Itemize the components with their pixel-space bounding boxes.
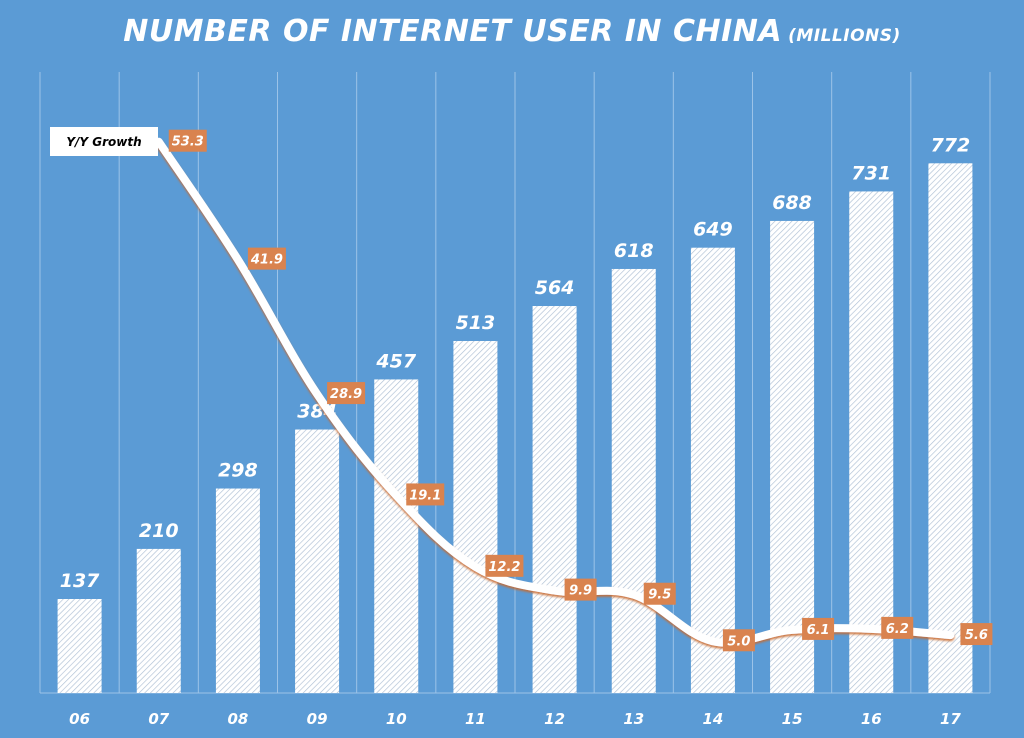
growth-label-box bbox=[168, 129, 207, 152]
legend: Y/Y Growth bbox=[50, 127, 158, 156]
legend-label: Y/Y Growth bbox=[66, 135, 141, 149]
bar-09 bbox=[295, 429, 340, 693]
bar-label-11: 513 bbox=[456, 312, 496, 334]
bar-16 bbox=[849, 191, 894, 693]
growth-label-text: 41.9 bbox=[250, 253, 283, 268]
legend-box bbox=[50, 127, 158, 156]
x-tick-11: 11 bbox=[465, 710, 486, 728]
x-tick-09: 09 bbox=[307, 710, 328, 728]
growth-label-text: 19.1 bbox=[409, 488, 441, 503]
x-tick-14: 14 bbox=[702, 710, 723, 728]
growth-label-box bbox=[643, 582, 676, 605]
bar-10 bbox=[374, 379, 419, 693]
bar-13 bbox=[611, 268, 656, 693]
x-tick-labels: 06 07 08 09 10 11 12 13 14 15 16 17 bbox=[69, 710, 961, 728]
bar-label-10: 457 bbox=[375, 350, 416, 372]
bar-label-16: 731 bbox=[851, 162, 891, 184]
growth-label-text: 9.9 bbox=[569, 584, 592, 599]
growth-label-text: 9.5 bbox=[648, 588, 671, 603]
bar-label-15: 688 bbox=[772, 192, 812, 214]
growth-label-15: 6.1 bbox=[802, 617, 835, 640]
x-tick-16: 16 bbox=[861, 710, 882, 728]
x-tick-17: 17 bbox=[940, 710, 961, 728]
bar-17 bbox=[928, 163, 973, 693]
growth-label-box bbox=[881, 616, 914, 639]
growth-line bbox=[154, 137, 955, 647]
x-tick-06: 06 bbox=[69, 710, 90, 728]
x-tick-10: 10 bbox=[386, 710, 407, 728]
bar-15 bbox=[770, 220, 815, 693]
chart-subtitle: (MILLIONS) bbox=[788, 26, 901, 46]
bar-label-08: 298 bbox=[218, 460, 258, 482]
x-tick-12: 12 bbox=[544, 710, 565, 728]
bar-08 bbox=[215, 488, 260, 693]
growth-label-box bbox=[960, 623, 993, 646]
growth-label-text: 28.9 bbox=[330, 387, 362, 402]
growth-label-13: 9.5 bbox=[643, 582, 676, 605]
growth-label-08: 41.9 bbox=[247, 247, 286, 270]
growth-label-text: 6.1 bbox=[807, 623, 830, 638]
growth-label-box bbox=[247, 247, 286, 270]
bar-14 bbox=[690, 247, 735, 693]
x-tick-08: 08 bbox=[227, 710, 248, 728]
x-tick-13: 13 bbox=[623, 710, 644, 728]
bar-label-12: 564 bbox=[535, 277, 575, 299]
growth-line-path bbox=[154, 137, 955, 647]
bar-12 bbox=[532, 306, 577, 693]
growth-label-12: 9.9 bbox=[564, 578, 597, 601]
bars bbox=[57, 163, 973, 693]
bar-label-13: 618 bbox=[614, 240, 654, 262]
chart-title: NUMBER OF INTERNET USER IN CHINA (MILLION… bbox=[0, 14, 1024, 49]
growth-label-box bbox=[485, 554, 524, 577]
growth-label-text: 5.6 bbox=[965, 628, 988, 643]
bar-label-07: 210 bbox=[139, 520, 179, 542]
growth-label-17: 5.6 bbox=[960, 623, 993, 646]
growth-label-07: 53.3 bbox=[168, 129, 207, 152]
growth-label-text: 5.0 bbox=[727, 634, 750, 649]
x-tick-07: 07 bbox=[148, 710, 169, 728]
bar-label-17: 772 bbox=[931, 134, 971, 156]
growth-label-box bbox=[564, 578, 597, 601]
growth-label-text: 53.3 bbox=[172, 135, 204, 150]
growth-labels: 53.3 41.9 28.9 19.1 12.2 9.9 9.5 5.0 6.1 6.2 5.6 bbox=[168, 129, 993, 652]
x-tick-15: 15 bbox=[782, 710, 803, 728]
growth-label-16: 6.2 bbox=[881, 616, 914, 639]
growth-label-10: 19.1 bbox=[406, 483, 445, 506]
growth-label-09: 28.9 bbox=[327, 382, 366, 405]
chart-title-text: NUMBER OF INTERNET USER IN CHINA bbox=[123, 14, 783, 49]
growth-label-11: 12.2 bbox=[485, 554, 524, 577]
bar-label-06: 137 bbox=[60, 570, 100, 592]
grid bbox=[39, 72, 991, 694]
growth-label-text: 6.2 bbox=[886, 622, 909, 637]
growth-label-box bbox=[802, 617, 835, 640]
growth-label-box bbox=[327, 382, 366, 405]
growth-label-14: 5.0 bbox=[722, 629, 755, 652]
bar-07 bbox=[136, 548, 181, 693]
bar-label-14: 649 bbox=[693, 219, 733, 241]
growth-label-box bbox=[406, 483, 445, 506]
growth-label-text: 12.2 bbox=[488, 560, 520, 575]
bar-11 bbox=[453, 341, 498, 693]
growth-label-box bbox=[722, 629, 755, 652]
bar-06 bbox=[57, 598, 102, 693]
